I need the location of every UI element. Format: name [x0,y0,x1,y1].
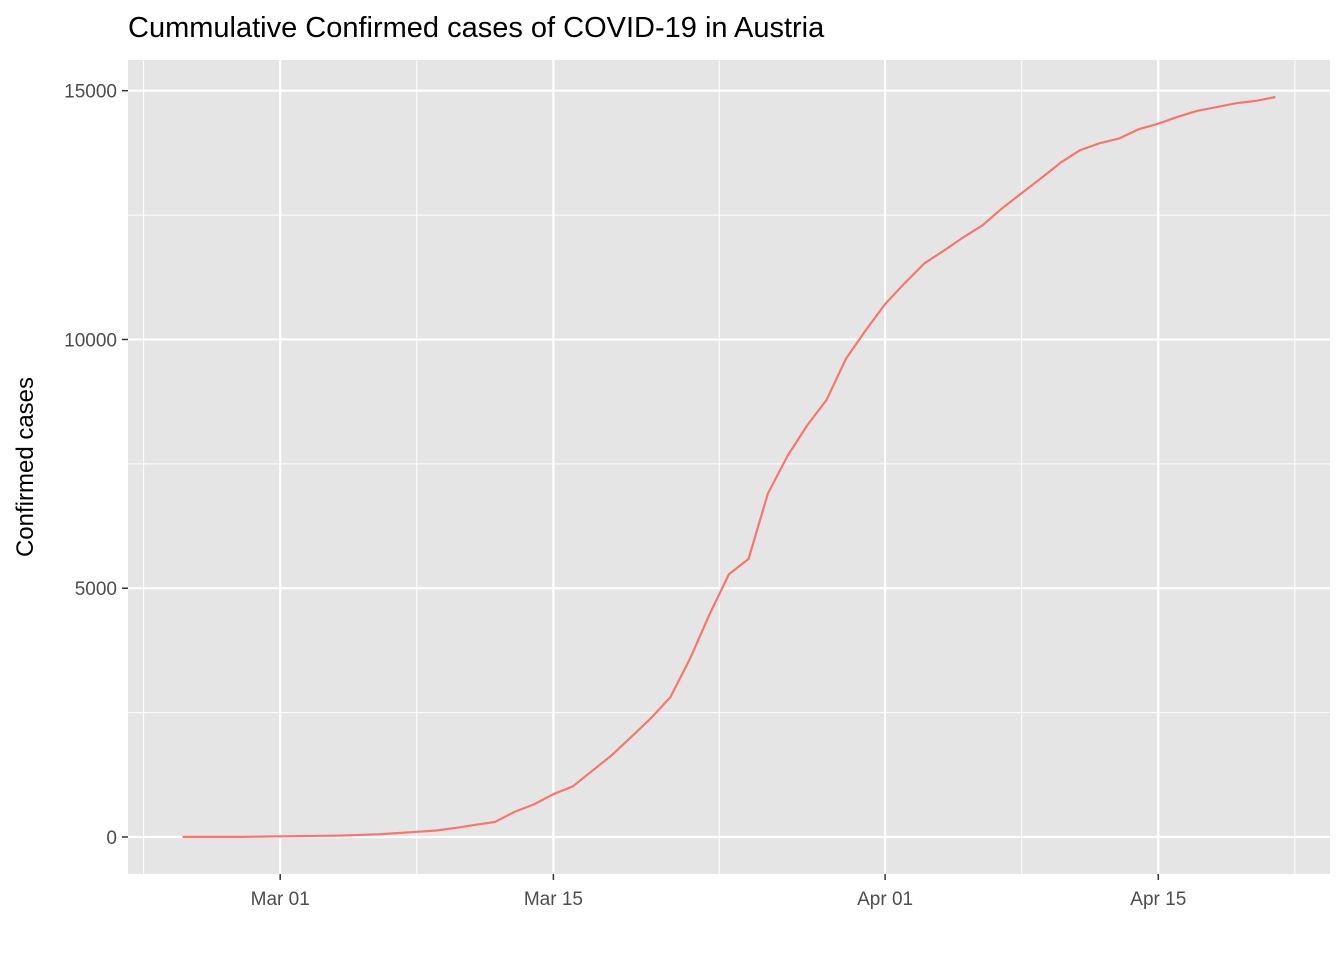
x-tick-label: Mar 01 [251,889,310,910]
y-tick-label: 5000 [75,579,117,600]
chart-title: Cummulative Confirmed cases of COVID-19 … [128,12,825,44]
major-gridlines [128,60,1330,874]
x-tick-label: Apr 15 [1130,889,1186,910]
x-tick-label: Mar 15 [524,889,583,910]
y-tick-label: 10000 [64,330,117,351]
x-tick-label: Apr 01 [857,889,913,910]
axes: Mar 01 Mar 15 Apr 01 Apr 15 0 5000 10000 15000 [64,82,1186,910]
y-tick-label: 0 [106,828,117,849]
series-line [182,95,1276,838]
y-tick-label: 15000 [64,82,117,103]
plot-panel [128,60,1330,874]
minor-gridlines [128,60,1330,874]
